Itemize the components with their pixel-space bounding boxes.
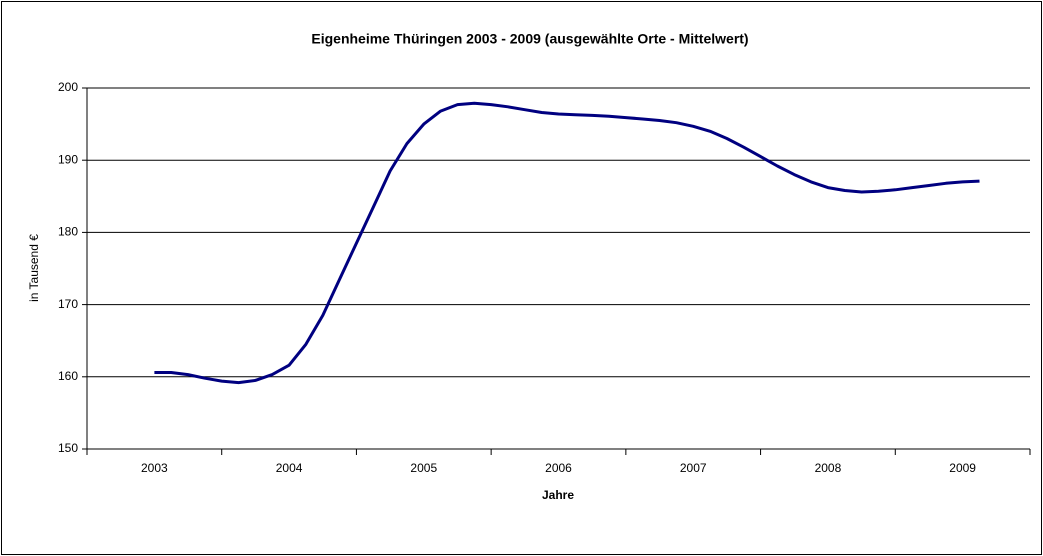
chart-title: Eigenheime Thüringen 2003 - 2009 (ausgew… bbox=[311, 31, 748, 47]
y-tick-label: 180 bbox=[58, 225, 78, 239]
y-tick-label: 190 bbox=[58, 152, 78, 166]
x-tick-label: 2006 bbox=[545, 461, 572, 475]
y-tick-label: 160 bbox=[58, 369, 78, 383]
x-tick-label: 2003 bbox=[141, 461, 168, 475]
x-tick-label: 2004 bbox=[276, 461, 303, 475]
x-tick-label: 2008 bbox=[815, 461, 842, 475]
data-line bbox=[154, 101, 980, 385]
y-tick-label: 200 bbox=[58, 80, 78, 94]
x-tick-label: 2005 bbox=[410, 461, 437, 475]
x-axis-title: Jahre bbox=[542, 488, 574, 502]
y-tick-label: 150 bbox=[58, 441, 78, 455]
y-axis-title: in Tausend € bbox=[27, 234, 41, 302]
y-tick-label: 170 bbox=[58, 297, 78, 311]
x-tick-label: 2007 bbox=[680, 461, 707, 475]
x-tick-label: 2009 bbox=[949, 461, 976, 475]
